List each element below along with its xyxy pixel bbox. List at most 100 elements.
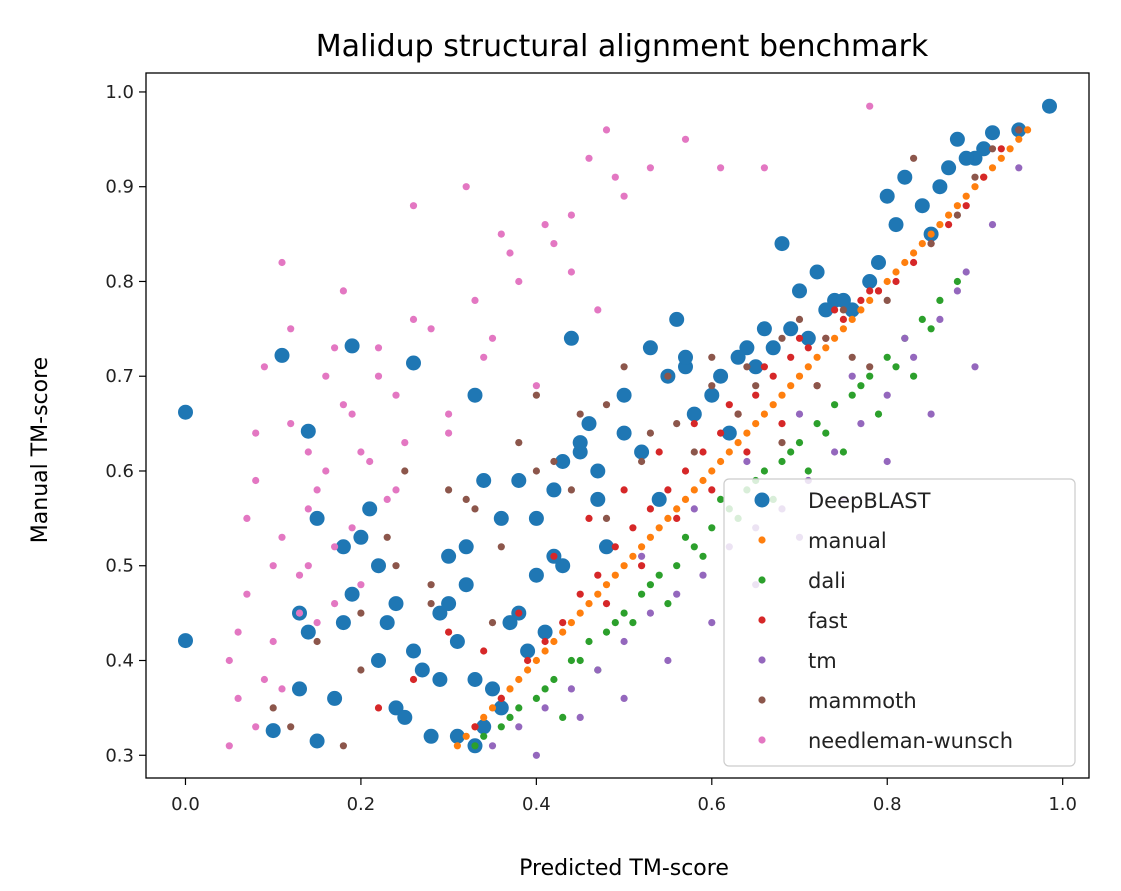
point-deepblast-35 bbox=[590, 463, 606, 479]
point-dali-2 bbox=[515, 704, 523, 712]
point-needleman-wunsch-22 bbox=[427, 325, 435, 333]
point-tm-21 bbox=[532, 751, 541, 759]
point-deepblast-6 bbox=[309, 510, 325, 526]
point-fast-33 bbox=[445, 628, 453, 636]
point-deepblast-76 bbox=[528, 567, 544, 583]
point-mammoth-11 bbox=[515, 439, 523, 447]
point-needleman-wunsch-61 bbox=[506, 249, 514, 257]
point-manual-63 bbox=[1006, 145, 1014, 153]
point-dali-52 bbox=[910, 372, 918, 380]
point-needleman-wunsch-29 bbox=[550, 240, 558, 248]
point-deepblast-94 bbox=[958, 150, 974, 166]
point-needleman-wunsch-51 bbox=[331, 344, 339, 352]
point-needleman-wunsch-11 bbox=[322, 372, 330, 380]
point-tm-15 bbox=[883, 391, 891, 399]
point-needleman-wunsch-52 bbox=[339, 401, 347, 409]
point-deepblast-8 bbox=[371, 558, 386, 574]
point-fast-37 bbox=[585, 514, 593, 523]
point-mammoth-44 bbox=[673, 420, 681, 428]
point-fast-2 bbox=[524, 656, 532, 665]
point-dali-41 bbox=[927, 325, 935, 333]
point-deepblast-15 bbox=[309, 733, 325, 749]
x-tick-label-5: 1.0 bbox=[1048, 794, 1077, 815]
chart-title: Malidup structural alignment benchmark bbox=[316, 29, 929, 64]
point-mammoth-21 bbox=[734, 410, 742, 418]
point-fast-26 bbox=[945, 221, 953, 229]
point-tm-33 bbox=[690, 505, 698, 513]
point-dali-25 bbox=[918, 315, 926, 323]
point-manual-28 bbox=[699, 476, 707, 485]
point-fast-46 bbox=[602, 600, 611, 608]
point-mammoth-20 bbox=[708, 353, 716, 361]
point-dali-45 bbox=[664, 600, 672, 608]
point-fast-1 bbox=[497, 694, 505, 703]
point-deepblast-101 bbox=[388, 596, 404, 612]
point-mammoth-17 bbox=[646, 429, 655, 437]
point-tm-7 bbox=[673, 590, 681, 598]
point-dali-21 bbox=[848, 391, 856, 399]
point-mammoth-40 bbox=[532, 467, 541, 475]
point-manual-54 bbox=[927, 230, 935, 238]
point-tm-37 bbox=[901, 334, 909, 342]
point-needleman-wunsch-49 bbox=[313, 619, 321, 627]
point-manual-14 bbox=[576, 609, 584, 617]
point-dali-34 bbox=[681, 533, 690, 541]
point-fast-42 bbox=[760, 363, 769, 371]
point-mammoth-24 bbox=[795, 315, 804, 323]
point-needleman-wunsch-36 bbox=[681, 135, 690, 143]
point-manual-42 bbox=[822, 344, 830, 352]
point-mammoth-46 bbox=[743, 363, 751, 371]
point-needleman-wunsch-35 bbox=[646, 164, 655, 172]
x-tick-label-0: 0.0 bbox=[171, 794, 200, 815]
point-manual-61 bbox=[988, 164, 997, 172]
point-fast-10 bbox=[664, 486, 672, 494]
point-fast-13 bbox=[717, 429, 725, 437]
y-axis-label: Manual TM-score bbox=[28, 357, 53, 543]
point-mammoth-18 bbox=[664, 372, 672, 380]
point-deepblast-85 bbox=[765, 340, 781, 356]
point-fast-20 bbox=[839, 315, 848, 323]
point-manual-38 bbox=[787, 382, 795, 390]
point-manual-15 bbox=[585, 600, 593, 608]
point-dali-9 bbox=[638, 590, 646, 598]
point-dali-13 bbox=[708, 524, 716, 532]
point-dali-38 bbox=[822, 429, 830, 437]
point-deepblast-0 bbox=[178, 404, 193, 420]
point-dali-33 bbox=[646, 581, 655, 589]
point-fast-38 bbox=[620, 486, 628, 494]
point-manual-55 bbox=[936, 221, 944, 229]
series-needleman-wunsch bbox=[225, 102, 874, 750]
point-mammoth-5 bbox=[383, 533, 391, 541]
point-mammoth-7 bbox=[427, 581, 435, 589]
point-manual-13 bbox=[567, 619, 576, 627]
point-mammoth-47 bbox=[778, 334, 786, 342]
point-deepblast-9 bbox=[335, 539, 351, 555]
point-needleman-wunsch-46 bbox=[287, 420, 295, 428]
point-mammoth-22 bbox=[752, 382, 760, 390]
point-tm-23 bbox=[620, 694, 628, 703]
point-deepblast-93 bbox=[941, 160, 957, 176]
point-deepblast-81 bbox=[678, 349, 693, 365]
point-deepblast-22 bbox=[432, 605, 448, 621]
point-deepblast-69 bbox=[563, 330, 579, 346]
point-needleman-wunsch-38 bbox=[760, 164, 769, 172]
point-deepblast-7 bbox=[362, 501, 378, 517]
point-deepblast-30 bbox=[528, 510, 544, 526]
point-mammoth-15 bbox=[602, 514, 611, 523]
point-needleman-wunsch-28 bbox=[532, 382, 541, 390]
point-needleman-wunsch-10 bbox=[313, 486, 321, 494]
point-manual-50 bbox=[892, 268, 900, 276]
point-manual-56 bbox=[945, 211, 953, 219]
point-manual-8 bbox=[524, 666, 532, 674]
point-tm-31 bbox=[971, 363, 979, 371]
point-needleman-wunsch-32 bbox=[602, 126, 611, 134]
point-manual-0 bbox=[453, 742, 461, 750]
point-deepblast-88 bbox=[818, 302, 834, 318]
point-mammoth-39 bbox=[497, 543, 505, 551]
point-mammoth-9 bbox=[471, 505, 479, 513]
point-dali-10 bbox=[655, 571, 663, 579]
point-manual-52 bbox=[910, 249, 918, 257]
point-needleman-wunsch-42 bbox=[252, 476, 260, 485]
point-manual-41 bbox=[813, 353, 821, 361]
point-needleman-wunsch-0 bbox=[225, 742, 233, 750]
